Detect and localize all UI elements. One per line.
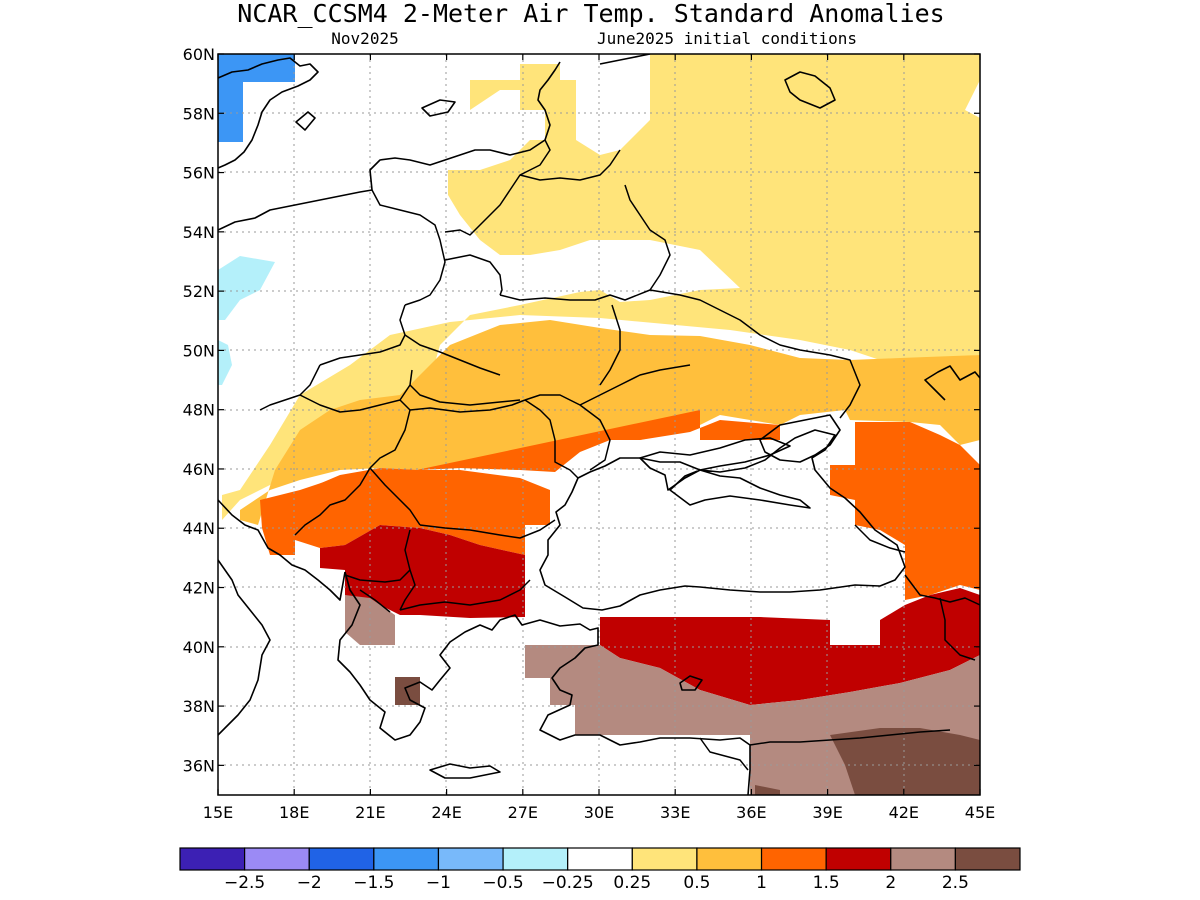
lake-ladoga-coast xyxy=(784,71,836,109)
lat-tick-label: 48N xyxy=(183,401,215,420)
aegean-coast xyxy=(337,571,751,795)
map-area xyxy=(218,54,980,795)
lat-tick-label: 56N xyxy=(183,164,215,183)
colorbar-label: −2 xyxy=(297,873,322,893)
colorbar-label: −1.5 xyxy=(353,873,394,893)
colorbar-swatch xyxy=(631,847,698,871)
colorbar-label: −0.25 xyxy=(542,873,594,893)
latitude-ticks: 60N 58N 56N 54N 52N 50N 48N 46N 44N 42N 40N 38N 36N xyxy=(183,45,980,775)
anomaly-field-neg-0.5 xyxy=(218,256,275,385)
colorbar-swatch xyxy=(437,847,504,871)
lat-tick-label: 54N xyxy=(183,223,215,242)
azov-coast xyxy=(759,414,841,463)
gulf-of-finland-coast xyxy=(599,54,651,65)
lon-tick-label: 15E xyxy=(203,803,233,822)
colorbar-swatch xyxy=(502,847,569,871)
lon-tick-label: 45E xyxy=(965,803,995,822)
lat-tick-label: 38N xyxy=(183,697,215,716)
lat-tick-label: 44N xyxy=(183,519,215,538)
lon-tick-label: 39E xyxy=(812,803,842,822)
lon-tick-label: 36E xyxy=(736,803,766,822)
longitude-ticks: 15E 18E 21E 24E 27E 30E 33E 36E 39E 42E 45E xyxy=(203,54,995,822)
lat-tick-label: 60N xyxy=(183,45,215,64)
colorbar-label: 2 xyxy=(885,873,896,893)
colorbar-swatch xyxy=(308,847,375,871)
colorbar: −2.5 −2 −1.5 −1 −0.5 −0.25 0.25 0.5 1 1.5 2 2.5 xyxy=(179,847,1021,893)
coastlines xyxy=(218,54,980,795)
italy-coast xyxy=(218,559,271,736)
colorbar-swatch xyxy=(954,847,1021,871)
country-borders xyxy=(259,139,980,771)
colorbar-swatch xyxy=(825,847,892,871)
colorbar-label: 2.5 xyxy=(942,873,969,893)
sweden-coast xyxy=(218,57,319,169)
lon-tick-label: 30E xyxy=(584,803,614,822)
colorbar-swatch xyxy=(179,847,246,871)
anomaly-field-neg-1.5 xyxy=(218,54,295,142)
colorbar-swatch xyxy=(373,847,440,871)
lon-tick-label: 33E xyxy=(660,803,690,822)
colorbar-label: 0.5 xyxy=(683,873,710,893)
lat-tick-label: 52N xyxy=(183,282,215,301)
initial-conditions-label: June2025 initial conditions xyxy=(597,29,857,48)
baltic-coast xyxy=(218,61,561,231)
crimea-coast xyxy=(639,437,791,491)
lon-tick-label: 24E xyxy=(431,803,461,822)
lat-tick-label: 58N xyxy=(183,104,215,123)
lon-tick-label: 42E xyxy=(889,803,919,822)
colorbar-label: 0.25 xyxy=(613,873,651,893)
lat-tick-label: 40N xyxy=(183,638,215,657)
lon-tick-label: 27E xyxy=(508,803,538,822)
black-sea-coast xyxy=(539,429,906,611)
colorbar-label: −2.5 xyxy=(224,873,265,893)
adriatic-coast xyxy=(218,499,346,601)
lat-tick-label: 46N xyxy=(183,460,215,479)
colorbar-label: −0.5 xyxy=(482,873,523,893)
colorbar-swatch xyxy=(760,847,827,871)
colorbar-label: −1 xyxy=(426,873,451,893)
gotland-coast xyxy=(295,111,316,131)
colorbar-swatch xyxy=(567,847,633,871)
saaremaa-coast xyxy=(421,99,456,117)
colorbar-swatch xyxy=(244,847,310,871)
map-title: NCAR_CCSM4 2-Meter Air Temp. Standard An… xyxy=(237,0,944,28)
colorbar-label: 1 xyxy=(756,873,767,893)
lon-tick-label: 18E xyxy=(279,803,309,822)
caspian-coast xyxy=(924,365,980,401)
lat-tick-label: 42N xyxy=(183,579,215,598)
lon-tick-label: 21E xyxy=(355,803,385,822)
lat-tick-label: 50N xyxy=(183,341,215,360)
graticule xyxy=(218,54,980,795)
colorbar-swatch xyxy=(696,847,763,871)
valid-month-label: Nov2025 xyxy=(331,29,398,48)
anomaly-field-0.5-1 xyxy=(240,320,980,525)
anomaly-field-0.25-0.5 xyxy=(222,54,980,520)
lat-tick-label: 36N xyxy=(183,756,215,775)
colorbar-label: 1.5 xyxy=(813,873,840,893)
cyprus-coast xyxy=(679,675,703,691)
anomaly-field-1-1.5 xyxy=(260,410,980,600)
colorbar-swatch xyxy=(890,847,956,871)
crete-coast xyxy=(429,763,501,779)
